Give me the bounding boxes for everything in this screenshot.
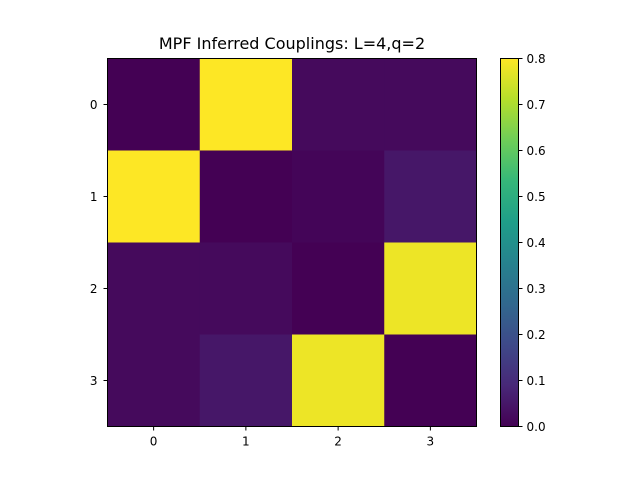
heatmap-cell-2-1 bbox=[199, 242, 293, 335]
colorbar-tick-label: 0.6 bbox=[527, 144, 546, 158]
heatmap-cell-1-0 bbox=[107, 150, 201, 243]
heatmap-cell-2-2 bbox=[292, 242, 385, 335]
colorbar-ticks: 0.0 0.1 0.2 0.3 0.4 0.5 0.6 0.7 0.8 bbox=[518, 52, 546, 434]
colorbar-tick-label: 0.8 bbox=[527, 52, 546, 66]
colorbar bbox=[500, 58, 519, 427]
heatmap-cell-1-3 bbox=[384, 150, 477, 243]
heatmap-cell-3-3 bbox=[384, 334, 477, 427]
y-tick-label: 1 bbox=[90, 190, 98, 204]
heatmap-cells bbox=[107, 58, 477, 427]
y-tick-label: 0 bbox=[90, 98, 98, 112]
colorbar-tick-label: 0.2 bbox=[527, 328, 546, 342]
chart-title: MPF Inferred Couplings: L=4,q=2 bbox=[159, 34, 425, 53]
colorbar-tick-label: 0.7 bbox=[527, 98, 546, 112]
heatmap-cell-1-2 bbox=[292, 150, 385, 243]
colorbar-tick-label: 0.4 bbox=[527, 236, 546, 250]
heatmap-cell-0-1 bbox=[199, 58, 293, 151]
y-axis-ticks: 0 1 2 3 bbox=[90, 98, 108, 388]
x-tick-label: 0 bbox=[150, 435, 158, 449]
colorbar-tick-label: 0.3 bbox=[527, 282, 546, 296]
heatmap-cell-2-0 bbox=[107, 242, 201, 335]
plot-frame bbox=[107, 58, 477, 427]
heatmap-cell-0-2 bbox=[292, 58, 385, 151]
heatmap-cell-2-3 bbox=[384, 242, 477, 335]
x-tick-label: 1 bbox=[242, 435, 250, 449]
heatmap-cell-0-3 bbox=[384, 58, 477, 151]
heatmap-cell-3-0 bbox=[107, 334, 201, 427]
x-tick-label: 2 bbox=[334, 435, 342, 449]
heatmap-cell-3-2 bbox=[292, 334, 385, 427]
heatmap-cell-3-1 bbox=[199, 334, 293, 427]
x-axis-ticks: 0 1 2 3 bbox=[150, 426, 435, 449]
colorbar-tick-label: 0.1 bbox=[527, 374, 546, 388]
x-tick-label: 3 bbox=[427, 435, 435, 449]
heatmap-cell-1-1 bbox=[199, 150, 293, 243]
y-tick-label: 3 bbox=[90, 374, 98, 388]
y-tick-label: 2 bbox=[90, 282, 98, 296]
heatmap-cell-0-0 bbox=[107, 58, 201, 151]
colorbar-tick-label: 0.0 bbox=[527, 420, 546, 434]
colorbar-tick-label: 0.5 bbox=[527, 190, 546, 204]
